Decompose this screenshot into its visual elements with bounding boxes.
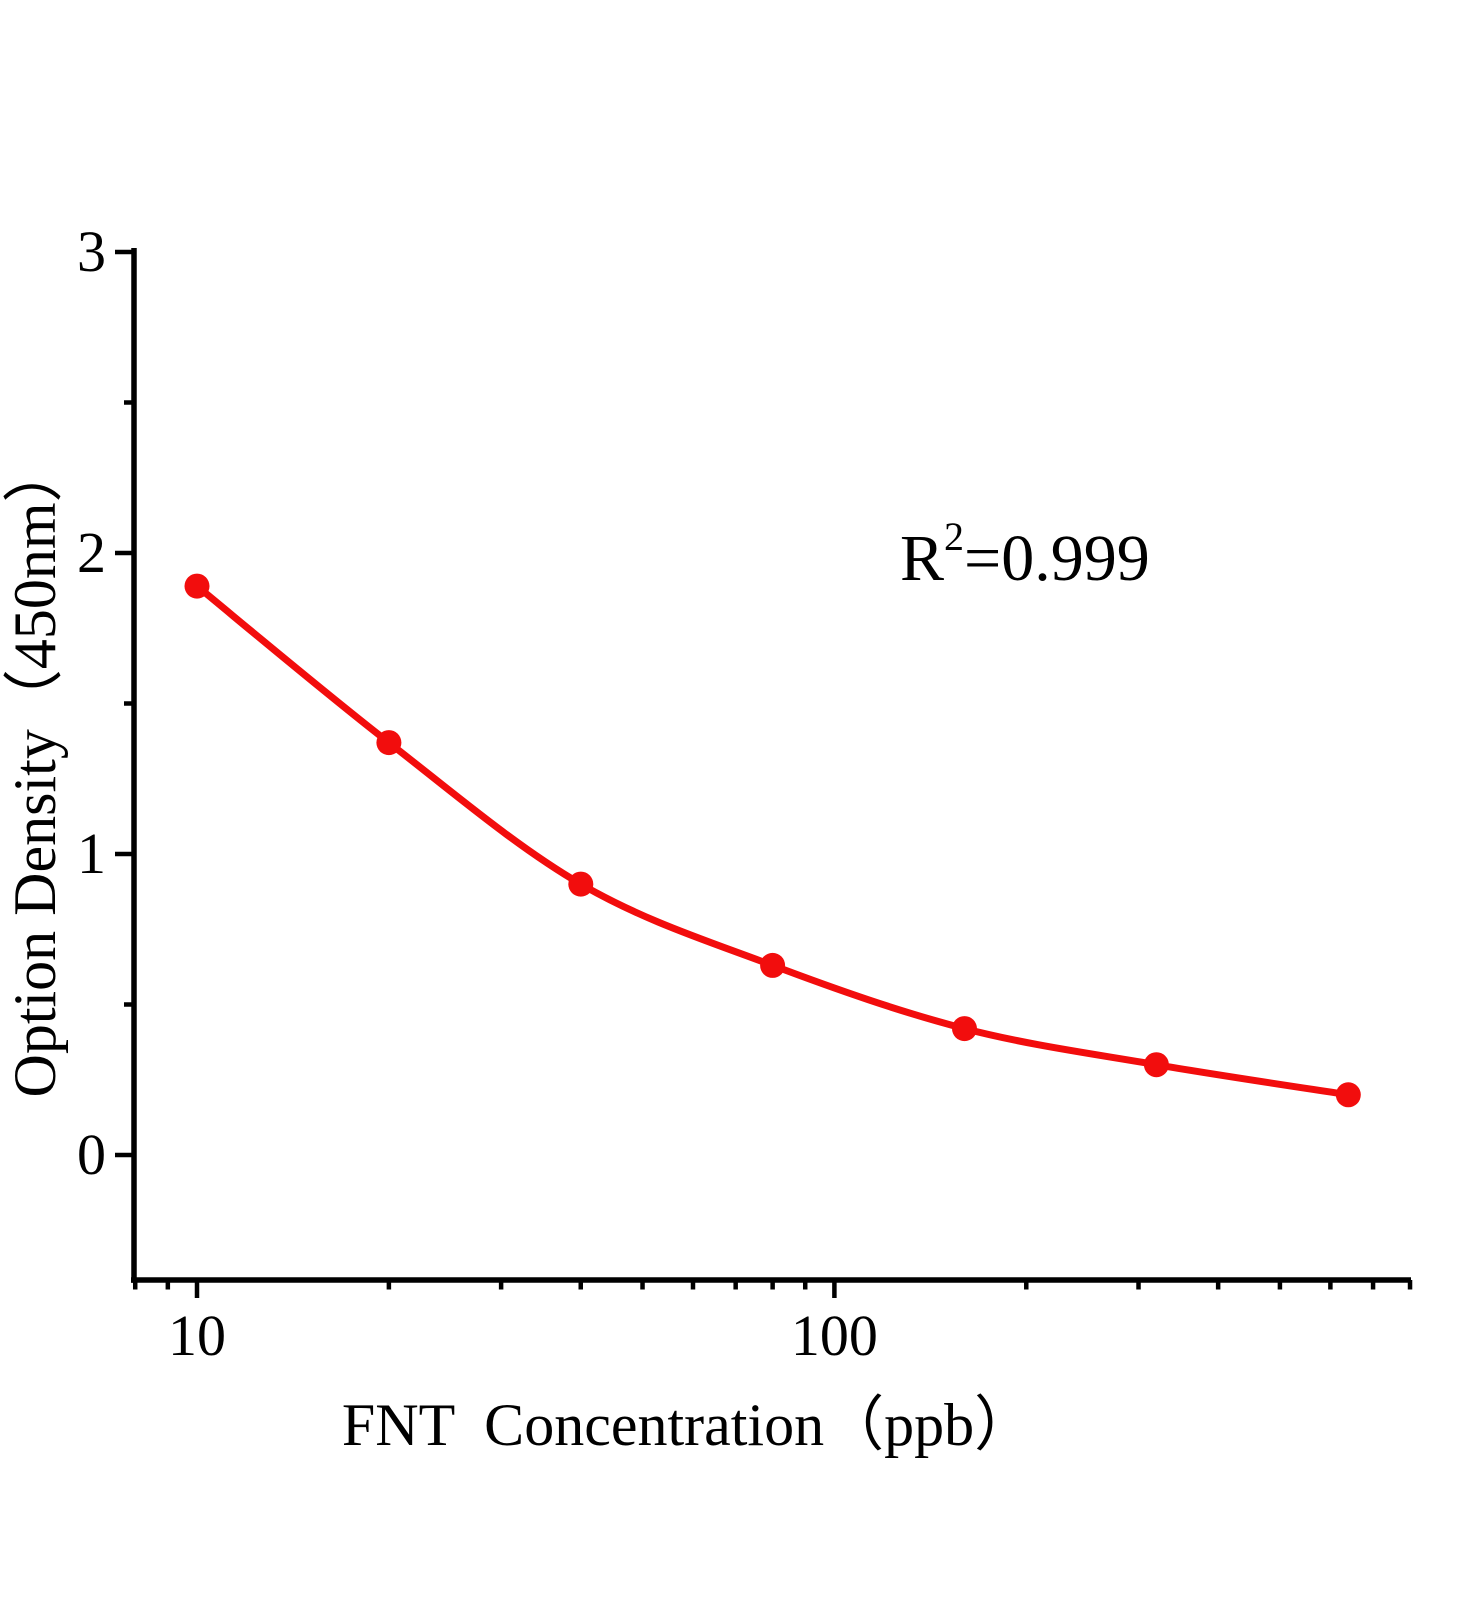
fit-curve-path: [193, 582, 1352, 1099]
data-points: [184, 573, 1361, 1108]
data-point-marker: [376, 730, 402, 756]
data-point-marker: [760, 952, 786, 978]
fit-curve: [193, 582, 1352, 1099]
data-point-marker: [1335, 1082, 1361, 1108]
data-point-marker: [952, 1016, 977, 1042]
data-point-marker: [184, 573, 210, 599]
data-point-marker: [1143, 1052, 1169, 1078]
y-tick-label: 2: [77, 520, 106, 585]
x-axis-ticks: [132, 1280, 1413, 1298]
x-tick-label: 10: [168, 1303, 226, 1368]
data-point-marker: [568, 871, 594, 897]
y-tick-label: 1: [77, 821, 106, 886]
y-axis-ticks: [115, 249, 134, 1158]
y-axis-title: Option Density（450nm）: [2, 443, 68, 1098]
x-axis-tick-labels: 10 100: [168, 1303, 878, 1368]
y-axis-tick-labels: 3 2 1 0: [77, 219, 106, 1187]
x-axis-title: FNT Concentration（ppb）: [342, 1392, 1034, 1458]
y-tick-label: 3: [77, 219, 106, 284]
y-tick-label: 0: [77, 1122, 106, 1187]
x-tick-label: 100: [791, 1303, 878, 1368]
r-squared-annotation: R2=0.999: [900, 514, 1150, 595]
